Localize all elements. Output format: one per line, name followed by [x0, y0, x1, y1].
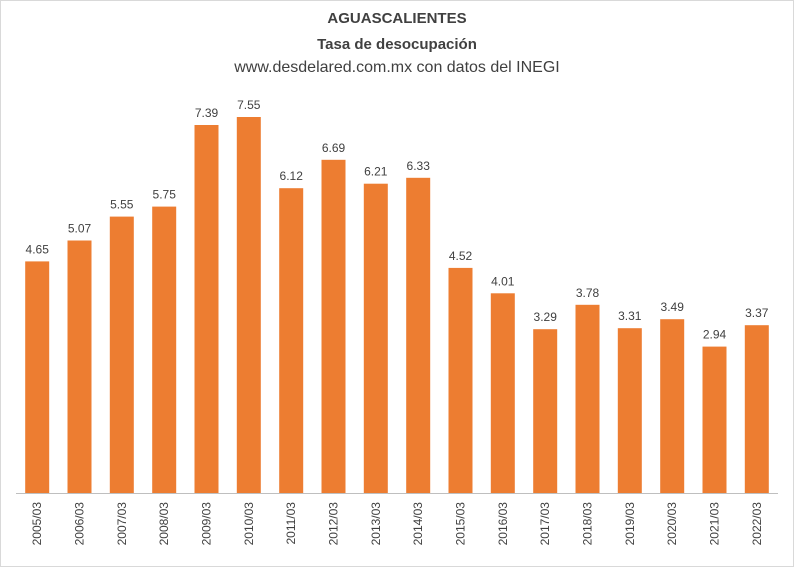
x-tick-label-2008/03: 2008/03: [157, 502, 171, 546]
x-tick-label-2012/03: 2012/03: [327, 502, 341, 546]
data-label-2010/03: 7.55: [237, 98, 261, 112]
data-label-2005/03: 4.65: [26, 242, 50, 256]
bar-2022/03: [744, 325, 769, 493]
chart-source: www.desdelared.com.mx con datos del INEG…: [234, 59, 560, 76]
data-label-2018/03: 3.78: [576, 286, 600, 300]
x-tick-label-2005/03: 2005/03: [30, 502, 44, 546]
x-tick-label-2016/03: 2016/03: [496, 502, 510, 546]
x-tick-label-2006/03: 2006/03: [73, 502, 87, 546]
data-label-2011/03: 6.12: [280, 169, 304, 183]
bar-2008/03: [152, 206, 177, 493]
x-tick-label-2014/03: 2014/03: [411, 502, 425, 546]
x-tick-label-2010/03: 2010/03: [242, 502, 256, 546]
bar-2009/03: [194, 125, 219, 493]
x-tick-label-2013/03: 2013/03: [369, 502, 383, 546]
bar-2013/03: [363, 183, 388, 493]
data-label-2014/03: 6.33: [407, 159, 431, 173]
bar-2016/03: [490, 293, 515, 493]
bar-2021/03: [702, 346, 727, 493]
chart-title: AGUASCALIENTES: [327, 10, 467, 27]
x-tick-label-2019/03: 2019/03: [623, 502, 637, 546]
x-tick-label-2021/03: 2021/03: [708, 502, 722, 546]
bar-2006/03: [67, 240, 92, 493]
data-label-2006/03: 5.07: [68, 222, 92, 236]
x-tick-label-2011/03: 2011/03: [284, 502, 298, 545]
data-label-2016/03: 4.01: [491, 274, 515, 288]
data-label-2020/03: 3.49: [661, 300, 685, 314]
data-label-2009/03: 7.39: [195, 106, 219, 120]
data-label-2017/03: 3.29: [534, 310, 558, 324]
x-tick-label-2007/03: 2007/03: [115, 502, 129, 546]
data-label-2019/03: 3.31: [618, 309, 642, 323]
data-label-2013/03: 6.21: [364, 165, 388, 179]
bar-2014/03: [406, 177, 431, 494]
bar-2010/03: [236, 117, 261, 493]
bar-2017/03: [533, 329, 558, 493]
bar-2012/03: [321, 159, 346, 494]
bar-2005/03: [25, 261, 50, 493]
bar-2020/03: [660, 319, 685, 493]
x-tick-label-2017/03: 2017/03: [538, 502, 552, 546]
data-label-2008/03: 5.75: [153, 188, 177, 202]
x-tick-label-2022/03: 2022/03: [750, 502, 764, 546]
data-label-2021/03: 2.94: [703, 328, 727, 342]
x-tick-label-2018/03: 2018/03: [581, 502, 595, 546]
bar-2019/03: [617, 328, 642, 493]
data-label-2022/03: 3.37: [745, 306, 769, 320]
bar-2015/03: [448, 267, 473, 493]
x-tick-label-2009/03: 2009/03: [200, 502, 214, 546]
data-label-2012/03: 6.69: [322, 141, 346, 155]
chart-subtitle: Tasa de desocupación: [317, 36, 477, 53]
bar-2018/03: [575, 304, 600, 493]
x-tick-label-2020/03: 2020/03: [665, 502, 679, 546]
bar-2011/03: [279, 188, 304, 493]
data-label-2015/03: 4.52: [449, 249, 473, 263]
bar-2007/03: [109, 216, 134, 493]
x-tick-label-2015/03: 2015/03: [454, 502, 468, 546]
data-label-2007/03: 5.55: [110, 198, 134, 212]
